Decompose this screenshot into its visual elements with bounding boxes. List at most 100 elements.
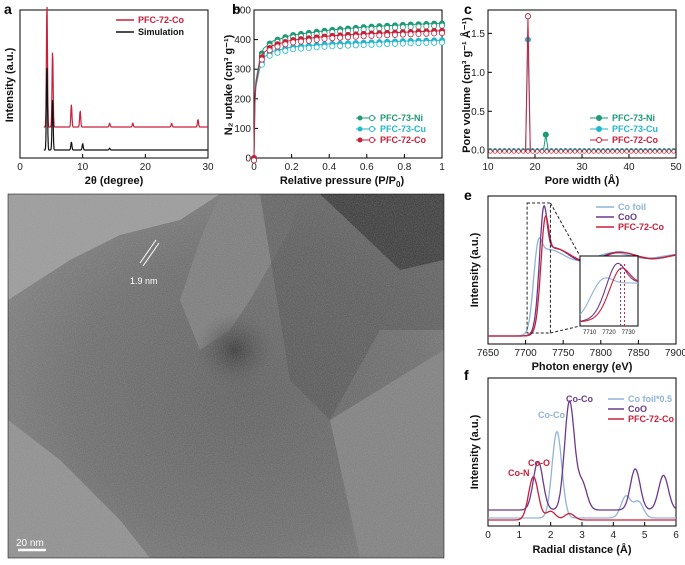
panel-f-annotation-con: Co-N bbox=[508, 468, 530, 478]
panel-e: Intensity (a.u.) Photon energy (eV) 7650… bbox=[469, 195, 685, 373]
panel-c-peak-2 bbox=[524, 13, 532, 20]
panel-b-xtick-label-0.2: 0.2 bbox=[285, 162, 299, 173]
panel-b-des-point bbox=[438, 39, 445, 46]
panel-b-xtick-label-1: 1 bbox=[439, 162, 445, 173]
panel-b-des-point bbox=[250, 157, 257, 164]
panel-c-legend-marker-1 bbox=[596, 126, 602, 132]
panel-e-zoom-box bbox=[526, 202, 551, 334]
panel-b-des-point bbox=[431, 30, 438, 37]
panel-f-xtick-label-4: 4 bbox=[611, 530, 617, 541]
panel-f-xlabel: Radial distance (Å) bbox=[532, 543, 631, 556]
panel-b-legend-marker-filled-0 bbox=[357, 115, 363, 121]
panel-c-ytick-label-1: 1.0 bbox=[471, 68, 485, 79]
panel-c-ytick-label-0: 0.0 bbox=[471, 146, 485, 157]
panel-b-des-point bbox=[282, 47, 289, 54]
panel-b-des-point bbox=[360, 33, 367, 40]
panel-b-des-point bbox=[344, 34, 351, 41]
panel-b-des-point bbox=[337, 42, 344, 49]
panel-f-series-1 bbox=[488, 400, 677, 511]
panel-label-f: f bbox=[464, 367, 469, 383]
panel-b-des-point bbox=[282, 41, 289, 48]
panel-b-des-point bbox=[384, 41, 391, 48]
panel-b: N₂ uptake (cm³ g⁻¹) Relative pressure (P… bbox=[223, 6, 445, 190]
lattice-marker-line-2 bbox=[142, 242, 160, 267]
panel-b-xtick-label-0.6: 0.6 bbox=[360, 162, 374, 173]
panel-a-ylabel: Intensity (a.u.) bbox=[4, 47, 16, 122]
panel-c-point bbox=[629, 149, 634, 154]
panel-label-b: b bbox=[232, 1, 241, 17]
panel-c-xtick-label-20: 20 bbox=[529, 162, 541, 173]
panel-c-point bbox=[596, 149, 601, 154]
panel-c-point bbox=[558, 149, 563, 154]
panel-b-ytick-label-0: 0 bbox=[245, 154, 251, 165]
panel-b-des-point bbox=[431, 22, 438, 29]
panel-e-xtick-label-7700: 7700 bbox=[514, 348, 537, 359]
panel-a-xtick-label-0: 0 bbox=[17, 162, 23, 173]
panel-f-annotation-coco-2: Co-Co bbox=[538, 410, 565, 420]
panel-e-inset-series-1 bbox=[579, 262, 639, 322]
panel-c-point bbox=[605, 149, 610, 154]
panel-f-series-2 bbox=[488, 476, 676, 521]
panel-b-xtick-label-0.8: 0.8 bbox=[397, 162, 411, 173]
panel-a-xtick-label-20: 20 bbox=[140, 162, 152, 173]
panel-c-point bbox=[582, 149, 587, 154]
panel-a-xlabel: 2θ (degree) bbox=[85, 175, 144, 187]
panel-f-legend-2: PFC-72-Co bbox=[628, 414, 675, 424]
panel-b-des-point bbox=[329, 43, 336, 50]
panel-c-point bbox=[507, 149, 512, 154]
panel-b-des-point bbox=[415, 23, 422, 30]
panel-b-des-point bbox=[368, 32, 375, 39]
panel-c-point bbox=[492, 149, 498, 154]
panel-c-legend-marker-2 bbox=[596, 137, 602, 143]
panel-f-ylabel: Intensity (a.u.) bbox=[469, 414, 481, 489]
panel-b-des-point bbox=[391, 31, 398, 38]
panel-c-point bbox=[521, 149, 526, 154]
panel-b-legend-2: PFC-72-Co bbox=[380, 135, 427, 145]
panel-c-point bbox=[652, 149, 657, 154]
panel-b-des-point bbox=[266, 52, 273, 59]
panel-e-inset-tick-7720: 7720 bbox=[602, 330, 616, 336]
panel-b-legend-marker-filled-2 bbox=[357, 137, 363, 143]
panel-b-des-point bbox=[337, 34, 344, 41]
scale-bar-label: 20 nm bbox=[16, 538, 44, 549]
panel-b-des-point bbox=[360, 42, 367, 49]
panel-c-point bbox=[657, 149, 662, 154]
panel-b-ytick-label-400: 400 bbox=[234, 35, 251, 46]
panel-e-ylabel: Intensity (a.u.) bbox=[469, 232, 481, 307]
panel-f-legend-1: CoO bbox=[628, 404, 647, 414]
panel-b-des-point bbox=[352, 33, 359, 40]
panel-b-legend-marker-open-2 bbox=[369, 137, 375, 143]
panel-b-des-point bbox=[313, 36, 320, 43]
panel-c-point bbox=[544, 149, 549, 154]
panel-b-des-point bbox=[297, 45, 304, 52]
panel-b-ylabel: N₂ uptake (cm³ g⁻¹) bbox=[223, 34, 235, 135]
panel-c-point bbox=[516, 149, 521, 154]
panel-b-ytick-label-500: 500 bbox=[234, 6, 251, 17]
panel-c-peak-0 bbox=[542, 131, 549, 138]
panel-e-inset-series-2 bbox=[579, 267, 639, 323]
panel-c-point bbox=[615, 149, 620, 154]
panel-e-xtick-label-7650: 7650 bbox=[477, 348, 500, 359]
panel-c-xlabel: Pore width (Å) bbox=[545, 174, 620, 187]
panel-b-des-point bbox=[423, 30, 430, 37]
panel-b-des-point bbox=[297, 38, 304, 45]
panel-c-point bbox=[586, 149, 592, 154]
panel-b-legend-marker-open-1 bbox=[369, 126, 375, 132]
panel-c-legend-0: PFC-73-Ni bbox=[612, 113, 655, 123]
panel-b-des-point bbox=[399, 31, 406, 38]
lattice-marker-line-1 bbox=[139, 239, 157, 264]
panel-f-legend-0: Co foil*0.5 bbox=[628, 394, 672, 404]
panel-e-xtick-label-7850: 7850 bbox=[627, 348, 650, 359]
panel-b-des-point bbox=[290, 46, 297, 53]
panel-b-des-point bbox=[368, 41, 375, 48]
panel-f: Intensity (a.u.) Radial distance (Å) 0 1 2… bbox=[469, 377, 679, 556]
panel-b-des-point bbox=[391, 40, 398, 47]
panel-b-des-point bbox=[376, 32, 383, 39]
panel-f-annotation-coo: Co-O bbox=[528, 458, 550, 468]
panel-a-series-simulation bbox=[43, 67, 208, 151]
panel-b-legend-1: PFC-73-Cu bbox=[380, 124, 426, 134]
panel-b-des-point bbox=[321, 35, 328, 42]
panel-b-des-point bbox=[391, 24, 398, 31]
panel-e-inset-tick-7730: 7730 bbox=[622, 330, 636, 336]
panel-c-point bbox=[666, 149, 672, 154]
